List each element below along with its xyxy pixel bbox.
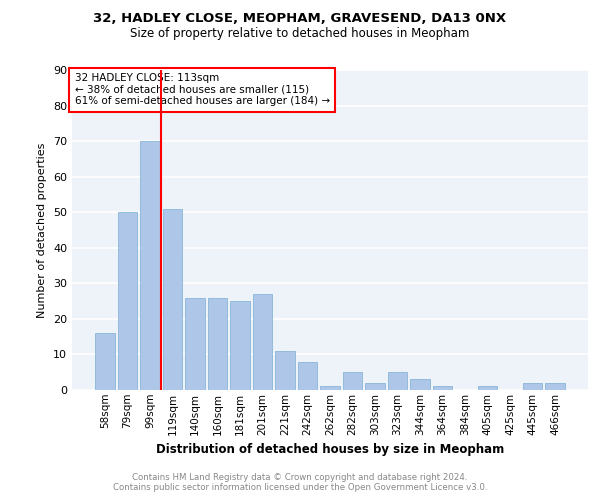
Bar — [275, 351, 295, 390]
Bar — [208, 298, 227, 390]
Text: 32 HADLEY CLOSE: 113sqm
← 38% of detached houses are smaller (115)
61% of semi-d: 32 HADLEY CLOSE: 113sqm ← 38% of detache… — [74, 73, 330, 106]
Text: Size of property relative to detached houses in Meopham: Size of property relative to detached ho… — [130, 28, 470, 40]
Bar — [523, 383, 542, 390]
Bar — [185, 298, 205, 390]
Bar — [545, 383, 565, 390]
Bar — [230, 301, 250, 390]
Bar — [388, 372, 407, 390]
X-axis label: Distribution of detached houses by size in Meopham: Distribution of detached houses by size … — [156, 443, 504, 456]
Bar — [410, 380, 430, 390]
Text: Contains HM Land Registry data © Crown copyright and database right 2024.
Contai: Contains HM Land Registry data © Crown c… — [113, 473, 487, 492]
Bar — [163, 208, 182, 390]
Bar — [433, 386, 452, 390]
Bar — [140, 141, 160, 390]
Bar — [365, 383, 385, 390]
Bar — [95, 333, 115, 390]
Bar — [298, 362, 317, 390]
Bar — [253, 294, 272, 390]
Bar — [343, 372, 362, 390]
Y-axis label: Number of detached properties: Number of detached properties — [37, 142, 47, 318]
Bar — [478, 386, 497, 390]
Bar — [320, 386, 340, 390]
Text: 32, HADLEY CLOSE, MEOPHAM, GRAVESEND, DA13 0NX: 32, HADLEY CLOSE, MEOPHAM, GRAVESEND, DA… — [94, 12, 506, 26]
Bar — [118, 212, 137, 390]
